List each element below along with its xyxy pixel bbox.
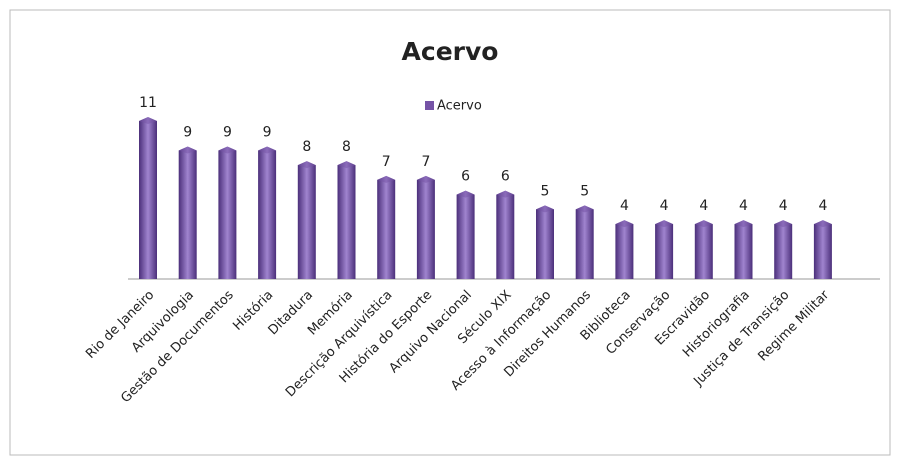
bar	[575, 205, 594, 279]
data-label: 4	[620, 198, 629, 214]
legend-label: Acervo	[437, 99, 482, 114]
data-label: 11	[139, 95, 157, 111]
bar	[258, 146, 277, 279]
bar	[456, 190, 475, 279]
data-label: 7	[421, 154, 430, 170]
data-label: 4	[739, 198, 748, 214]
data-label: 8	[302, 139, 311, 155]
data-label: 5	[541, 183, 550, 199]
bar	[337, 161, 356, 279]
data-label: 5	[580, 183, 589, 199]
bar	[416, 175, 435, 279]
bar-cap	[734, 220, 753, 228]
bar-cap	[694, 220, 713, 228]
bar	[297, 161, 316, 279]
data-label: 8	[342, 139, 351, 155]
bar-cap	[813, 220, 832, 228]
data-label: 6	[501, 169, 510, 185]
legend-swatch	[425, 101, 434, 110]
bar-cap	[615, 220, 634, 228]
bar	[694, 220, 713, 279]
bar	[734, 220, 753, 279]
bar	[536, 205, 554, 279]
bar-cap	[416, 175, 435, 183]
bar	[496, 190, 515, 279]
bar	[377, 175, 396, 279]
bar	[655, 220, 674, 279]
bar-cap	[456, 190, 475, 198]
bar	[178, 146, 197, 279]
bar-cap	[496, 190, 515, 198]
bar-cap	[139, 117, 157, 124]
bar-cap	[297, 161, 316, 169]
data-label: 4	[699, 198, 708, 214]
bar-cap	[774, 220, 793, 228]
bar	[774, 220, 793, 279]
bar-cap	[536, 205, 554, 213]
chart-title: Acervo	[402, 37, 499, 66]
data-label: 9	[223, 124, 232, 140]
bar-cap	[258, 146, 277, 154]
data-label: 9	[263, 124, 272, 140]
bar	[218, 146, 237, 279]
bar	[139, 117, 157, 279]
data-label: 6	[461, 169, 470, 185]
data-label: 4	[779, 198, 788, 214]
data-label: 9	[183, 124, 192, 140]
data-label: 4	[660, 198, 669, 214]
bar-cap	[337, 161, 356, 169]
bar-cap	[655, 220, 674, 228]
bar-cap	[575, 205, 594, 213]
bar-cap	[377, 175, 396, 183]
bar-cap	[178, 146, 197, 154]
data-label: 4	[818, 198, 827, 214]
bar	[813, 220, 832, 279]
data-label: 7	[382, 154, 391, 170]
bar	[615, 220, 634, 279]
bar-cap	[218, 146, 237, 154]
